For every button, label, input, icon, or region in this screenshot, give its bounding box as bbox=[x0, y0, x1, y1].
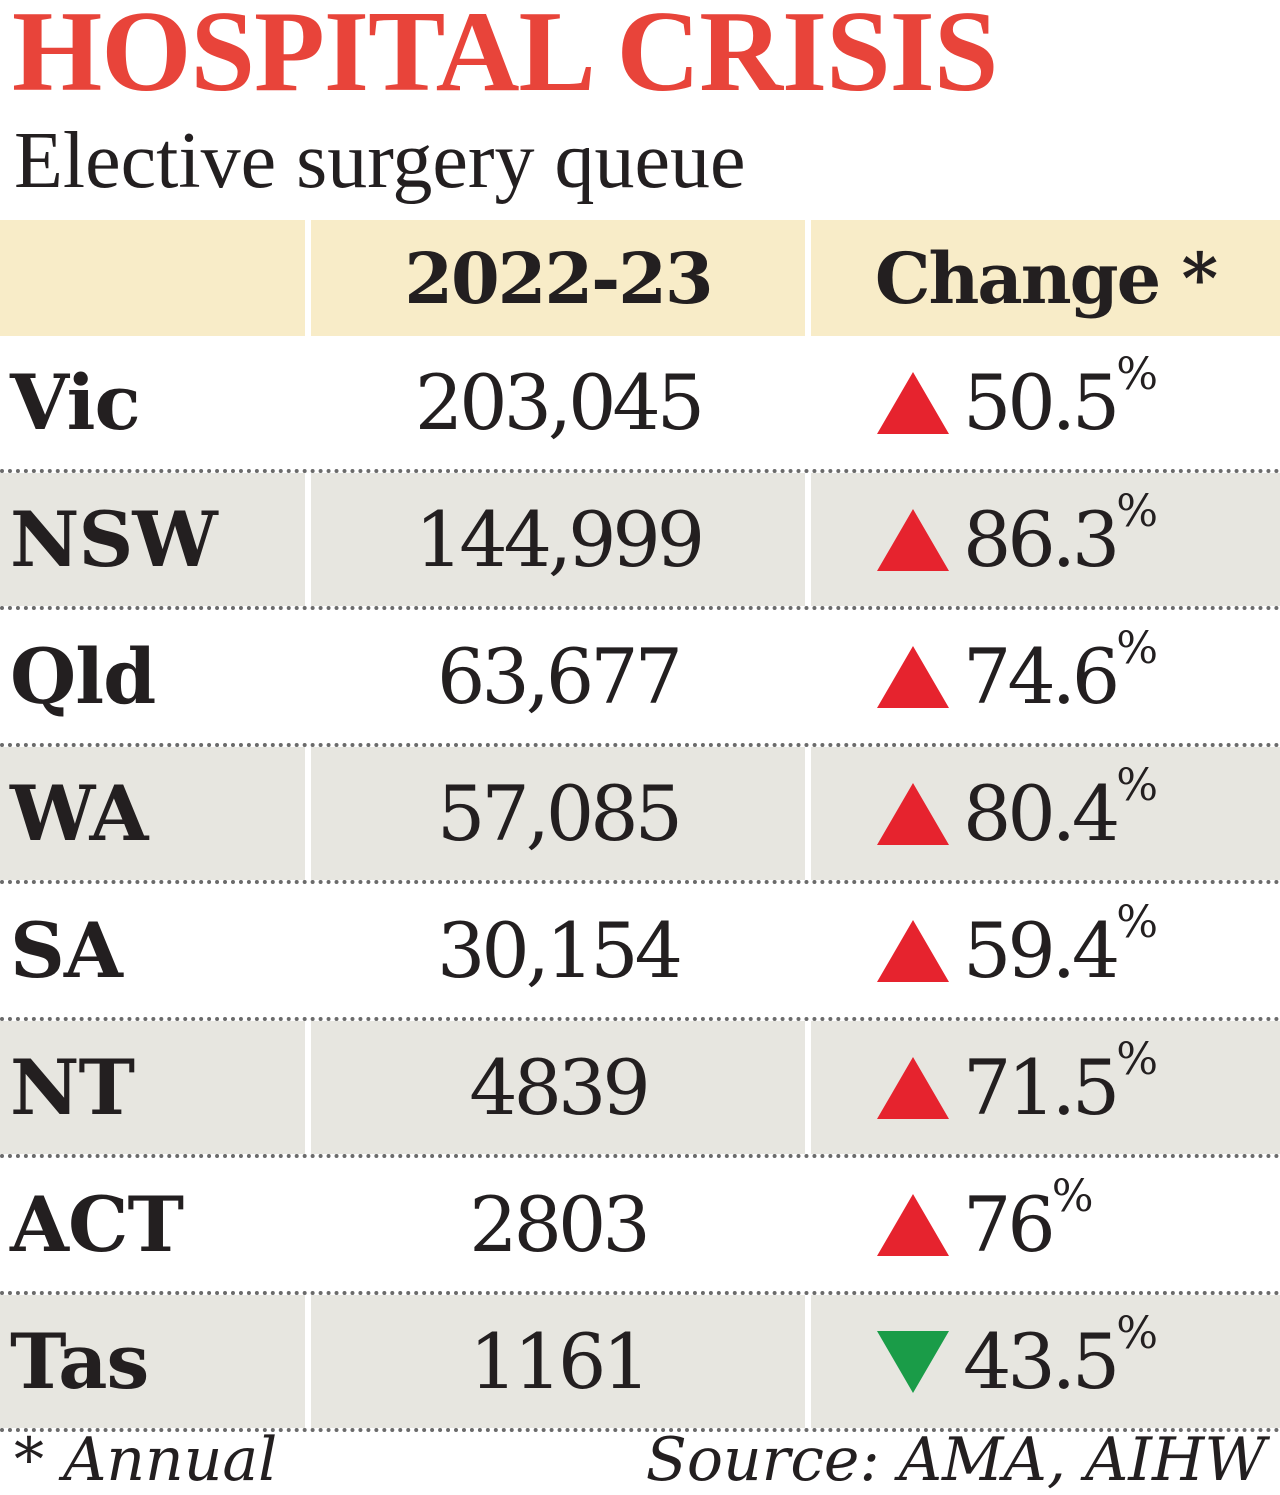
change-cell: 59.4% bbox=[811, 884, 1280, 1017]
change-cell: 86.3% bbox=[811, 473, 1280, 606]
table-row: Tas 1161 43.5% bbox=[0, 1295, 1280, 1432]
percent-sign: % bbox=[1116, 349, 1159, 400]
queue-value: 2803 bbox=[311, 1158, 805, 1291]
header-change: Change * bbox=[811, 220, 1280, 336]
change-value: 80.4 bbox=[963, 769, 1120, 858]
queue-value: 1161 bbox=[311, 1295, 805, 1428]
change-value: 43.5 bbox=[963, 1317, 1120, 1406]
table-row: Qld 63,677 74.6% bbox=[0, 610, 1280, 747]
change-cell: 50.5% bbox=[811, 336, 1280, 469]
change-value: 59.4 bbox=[963, 906, 1120, 995]
change-value: 76 bbox=[963, 1180, 1056, 1269]
table-row: WA 57,085 80.4% bbox=[0, 747, 1280, 884]
queue-value: 203,045 bbox=[311, 336, 805, 469]
change-cell: 80.4% bbox=[811, 747, 1280, 880]
header-year: 2022-23 bbox=[311, 220, 805, 336]
data-table: 2022-23 Change * Vic 203,045 50.5% NSW 144,9… bbox=[0, 220, 1280, 1432]
change-cell: 76% bbox=[811, 1158, 1280, 1291]
queue-value: 4839 bbox=[311, 1021, 805, 1154]
percent-sign: % bbox=[1116, 897, 1159, 948]
queue-value: 30,154 bbox=[311, 884, 805, 1017]
change-value: 50.5 bbox=[963, 358, 1120, 447]
change-cell: 43.5% bbox=[811, 1295, 1280, 1428]
state-label: Vic bbox=[0, 336, 305, 469]
up-triangle-icon bbox=[877, 919, 949, 982]
queue-value: 63,677 bbox=[311, 610, 805, 743]
percent-sign: % bbox=[1051, 1171, 1094, 1222]
change-value: 86.3 bbox=[963, 495, 1120, 584]
table-row: SA 30,154 59.4% bbox=[0, 884, 1280, 1021]
up-triangle-icon bbox=[877, 782, 949, 845]
table-body: Vic 203,045 50.5% NSW 144,999 86.3% Qld 63,677 7… bbox=[0, 336, 1280, 1432]
up-triangle-icon bbox=[877, 371, 949, 434]
queue-value: 144,999 bbox=[311, 473, 805, 606]
change-value: 71.5 bbox=[963, 1043, 1120, 1132]
up-triangle-icon bbox=[877, 1056, 949, 1119]
state-label: Qld bbox=[0, 610, 305, 743]
footnote: * Annual bbox=[14, 1425, 278, 1495]
percent-sign: % bbox=[1116, 623, 1159, 674]
header-state bbox=[0, 220, 305, 336]
chart-subtitle: Elective surgery queue bbox=[14, 117, 746, 205]
table-row: NT 4839 71.5% bbox=[0, 1021, 1280, 1158]
table-row: NSW 144,999 86.3% bbox=[0, 473, 1280, 610]
up-triangle-icon bbox=[877, 508, 949, 571]
up-triangle-icon bbox=[877, 645, 949, 708]
chart-title: HOSPITAL CRISIS bbox=[12, 0, 998, 116]
queue-value: 57,085 bbox=[311, 747, 805, 880]
state-label: NT bbox=[0, 1021, 305, 1154]
percent-sign: % bbox=[1116, 1034, 1159, 1085]
percent-sign: % bbox=[1116, 486, 1159, 537]
percent-sign: % bbox=[1116, 760, 1159, 811]
change-cell: 71.5% bbox=[811, 1021, 1280, 1154]
state-label: NSW bbox=[0, 473, 305, 606]
change-cell: 74.6% bbox=[811, 610, 1280, 743]
table-row: Vic 203,045 50.5% bbox=[0, 336, 1280, 473]
percent-sign: % bbox=[1116, 1308, 1159, 1359]
down-triangle-icon bbox=[877, 1330, 949, 1393]
footer: * Annual Source: AMA, AIHW bbox=[0, 1423, 1280, 1492]
state-label: SA bbox=[0, 884, 305, 1017]
up-triangle-icon bbox=[877, 1193, 949, 1256]
state-label: ACT bbox=[0, 1158, 305, 1291]
source-credit: Source: AMA, AIHW bbox=[645, 1425, 1266, 1495]
state-label: WA bbox=[0, 747, 305, 880]
change-value: 74.6 bbox=[963, 632, 1120, 721]
table-header: 2022-23 Change * bbox=[0, 220, 1280, 336]
state-label: Tas bbox=[0, 1295, 305, 1428]
table-row: ACT 2803 76% bbox=[0, 1158, 1280, 1295]
